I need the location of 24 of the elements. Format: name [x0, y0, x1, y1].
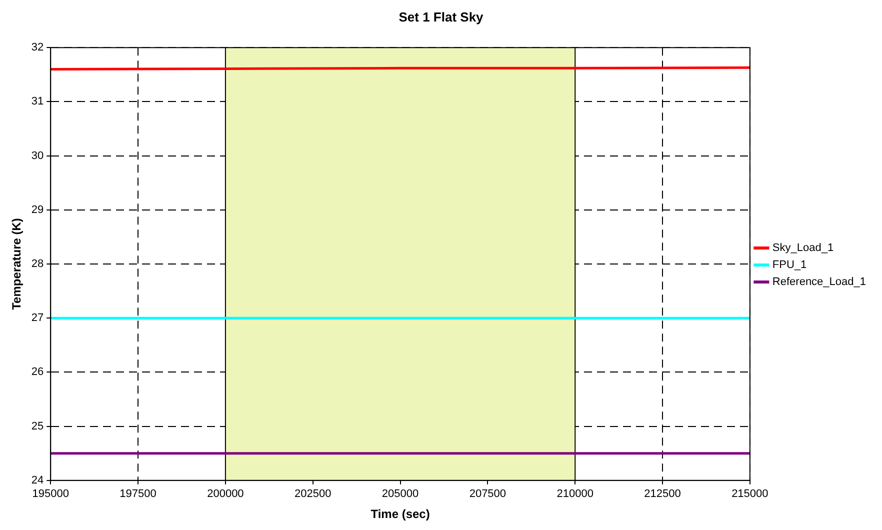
y-tick-label: 27: [31, 312, 44, 324]
y-tick-label: 32: [31, 42, 44, 54]
y-tick-label: 30: [31, 150, 44, 162]
x-tick-label: 205000: [382, 488, 419, 500]
chart-title: Set 1 Flat Sky: [398, 9, 484, 24]
x-axis-title: Time (sec): [370, 507, 430, 522]
y-tick-label: 31: [31, 96, 44, 108]
x-tick-label: 202500: [294, 488, 332, 500]
x-tick-label: 207500: [469, 488, 506, 500]
legend-label: FPU_1: [772, 259, 807, 272]
legend-label: Sky_Load_1: [772, 242, 834, 254]
x-tick-label: 195000: [32, 488, 69, 500]
legend-label: Reference_Load_1: [772, 276, 866, 288]
y-tick-label: 28: [31, 258, 44, 270]
x-tick-label: 212500: [644, 488, 681, 500]
y-tick-label: 26: [31, 366, 44, 378]
y-tick-label: 24: [31, 474, 44, 486]
y-tick-label: 25: [31, 420, 44, 432]
x-tick-label: 210000: [556, 488, 594, 500]
y-tick-label: 29: [31, 204, 44, 216]
x-tick-label: 197500: [120, 488, 156, 500]
x-tick-label: 200000: [207, 488, 244, 500]
y-axis-title: Temperature (K): [10, 218, 24, 310]
x-tick-label: 215000: [732, 488, 768, 500]
